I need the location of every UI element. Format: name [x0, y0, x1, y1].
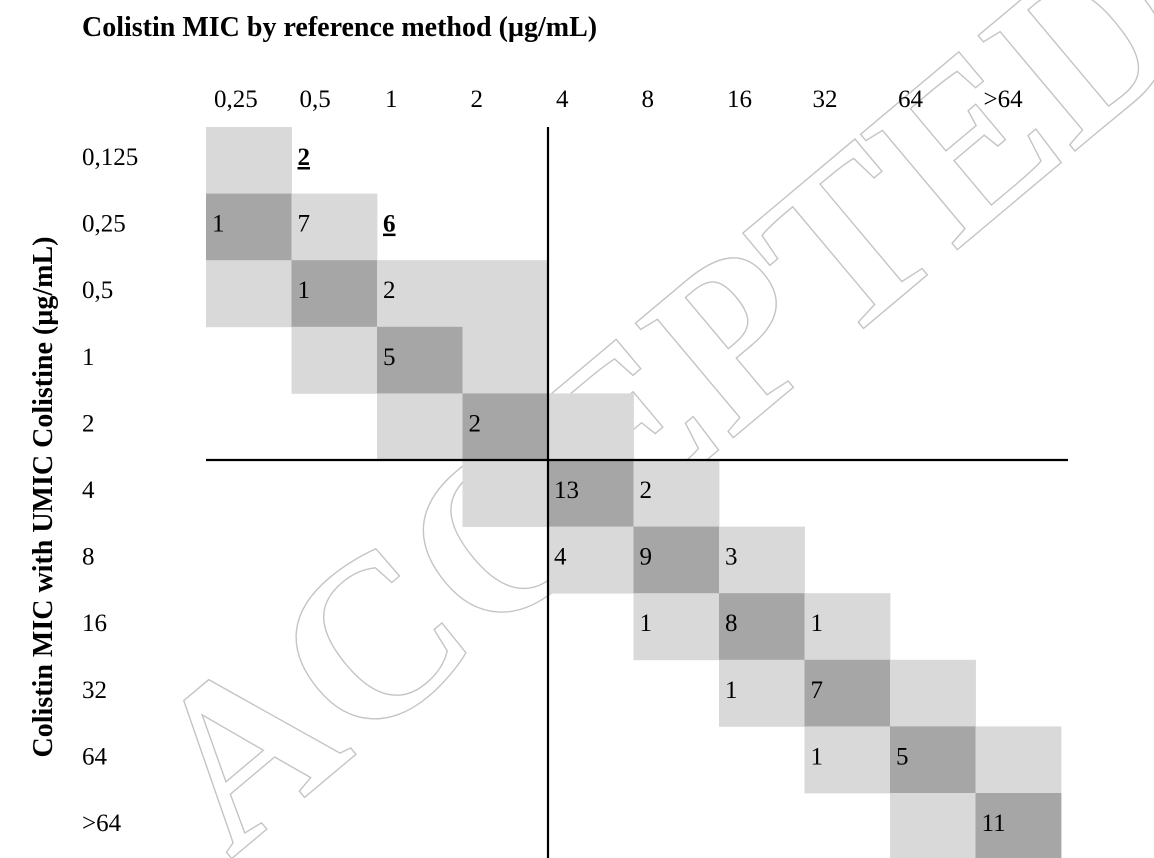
cell-value-label: 1 — [298, 277, 311, 304]
heatmap-cell-light — [462, 326, 549, 394]
heatmap-cell-light — [719, 526, 805, 594]
x-tick-label: 8 — [642, 86, 655, 113]
chart-title: Colistin MIC by reference method (µg/mL) — [82, 12, 597, 43]
cell-value-label: 13 — [554, 477, 579, 504]
heatmap-cell-light — [975, 726, 1062, 794]
cell-value-label: 11 — [982, 810, 1006, 837]
heatmap-cell-dark — [377, 326, 463, 394]
cell-value-label: 1 — [212, 211, 225, 238]
x-tick-label: 0,25 — [214, 86, 258, 113]
heatmap-cell-light — [377, 393, 463, 461]
cell-value-label: 2 — [383, 277, 396, 304]
x-tick-label: 0,5 — [300, 86, 331, 113]
x-tick-labels: 0,25 0,5 1 2 4 8 16 32 64 >64 — [214, 86, 1023, 113]
heatmap-cell-light — [890, 659, 976, 727]
cell-value-label: 7 — [811, 677, 824, 704]
y-tick-label: 8 — [82, 544, 95, 571]
cell-value-label: 8 — [725, 610, 738, 637]
heatmap-cell-dark — [975, 793, 1062, 858]
heatmap-cell-dark — [291, 260, 378, 328]
x-tick-label: 16 — [727, 86, 752, 113]
heatmap-cell-light — [462, 460, 549, 527]
cell-value-label: 5 — [896, 743, 909, 770]
heatmap-cell-light — [548, 393, 634, 461]
heatmap-cell-light — [633, 593, 720, 661]
heatmap-cell-dark — [206, 193, 292, 261]
x-tick-label: 32 — [813, 86, 838, 113]
cell-value-label: 3 — [725, 544, 738, 571]
heatmap-cell-dark — [462, 393, 549, 461]
cell-value-label: 4 — [554, 544, 567, 571]
heatmap-cell-light — [291, 326, 378, 394]
cell-value-label: 1 — [811, 610, 824, 637]
y-tick-label: 4 — [82, 477, 95, 504]
heatmap-cell-light — [804, 593, 891, 661]
cell-value-label: 2 — [640, 477, 653, 504]
y-tick-labels: 0,125 0,25 0,5 1 2 4 8 16 32 64 >64 — [82, 144, 138, 837]
y-axis-label: Colistin MIC with UMIC Colistine (µg/mL) — [28, 237, 59, 758]
cell-value-label: 9 — [640, 544, 653, 571]
breakpoint-lines — [206, 127, 1068, 858]
heatmap-cell-dark — [548, 460, 634, 527]
heatmap-cell-light — [633, 460, 720, 527]
cell-value-label: 5 — [383, 344, 396, 371]
heatmap-cell-light — [291, 193, 378, 261]
heatmap-cell-dark — [890, 726, 976, 794]
heatmap-cell-light — [206, 260, 292, 328]
y-tick-label: 16 — [82, 610, 107, 637]
x-tick-label: >64 — [984, 86, 1024, 113]
heatmap-cell-light — [206, 127, 292, 194]
cell-value-label: 2 — [298, 144, 311, 171]
y-tick-label: 64 — [82, 743, 108, 770]
y-tick-label: 32 — [82, 677, 107, 704]
y-tick-label: 0,25 — [82, 211, 126, 238]
y-tick-label: 1 — [82, 344, 95, 371]
cell-value-label: 6 — [383, 211, 396, 238]
heatmap-cell-dark — [719, 593, 805, 661]
cell-value-label: 1 — [725, 677, 738, 704]
x-tick-label: 2 — [471, 86, 484, 113]
y-tick-label: 0,125 — [82, 144, 138, 171]
cell-value-label: 2 — [469, 410, 482, 437]
heatmap-cell-light — [377, 260, 463, 328]
y-tick-label: >64 — [82, 810, 122, 837]
heatmap-cell-dark — [804, 659, 891, 727]
x-tick-label: 1 — [385, 86, 398, 113]
cell-value-label: 1 — [811, 743, 824, 770]
x-tick-label: 64 — [898, 86, 924, 113]
x-tick-label: 4 — [556, 86, 569, 113]
cell-value-label: 1 — [640, 610, 653, 637]
heatmap-cell-light — [462, 260, 549, 328]
y-tick-label: 0,5 — [82, 277, 113, 304]
y-tick-label: 2 — [82, 410, 95, 437]
heatmap-cell-dark — [633, 526, 720, 594]
cell-value-label: 7 — [298, 211, 311, 238]
heatmap-cell-light — [719, 659, 805, 727]
heatmap-cell-light — [804, 726, 891, 794]
heatmap-cell-light — [890, 793, 976, 858]
heatmap-cell-light — [548, 526, 634, 594]
